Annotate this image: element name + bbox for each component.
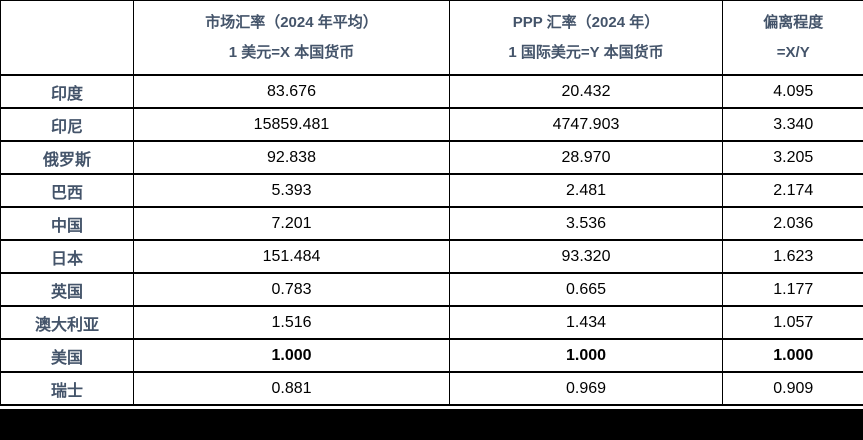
cell-deviation: 0.909 (722, 372, 863, 406)
cell-country: 印度 (0, 75, 134, 109)
header-deviation-line2: =X/Y (776, 43, 810, 61)
header-ppp-rate-line1: PPP 汇率（2024 年） (512, 13, 660, 31)
cell-country: 日本 (0, 240, 134, 274)
header-market-rate-line1: 市场汇率（2024 年平均） (205, 13, 378, 31)
table-row: 印尼 15859.481 4747.903 3.340 (0, 108, 863, 142)
cell-ppp-rate: 0.665 (449, 273, 723, 307)
cell-deviation: 3.340 (722, 108, 863, 142)
cell-market-rate: 15859.481 (133, 108, 450, 142)
table-row: 澳大利亚 1.516 1.434 1.057 (0, 306, 863, 340)
exchange-rate-table: 市场汇率（2024 年平均） 1 美元=X 本国货币 PPP 汇率（2024 年… (0, 0, 863, 406)
cell-deviation: 3.205 (722, 141, 863, 175)
header-ppp-rate: PPP 汇率（2024 年） 1 国际美元=Y 本国货币 (449, 0, 723, 76)
header-deviation: 偏离程度 =X/Y (722, 0, 863, 76)
cell-ppp-rate: 3.536 (449, 207, 723, 241)
cell-market-rate: 0.783 (133, 273, 450, 307)
table-body: 印度 83.676 20.432 4.095 印尼 15859.481 4747.903 3.… (0, 75, 863, 406)
table-header: 市场汇率（2024 年平均） 1 美元=X 本国货币 PPP 汇率（2024 年… (0, 0, 863, 76)
cell-ppp-rate: 28.970 (449, 141, 723, 175)
cell-ppp-rate: 0.969 (449, 372, 723, 406)
header-ppp-rate-line2: 1 国际美元=Y 本国货币 (508, 43, 664, 61)
table-row: 美国 1.000 1.000 1.000 (0, 339, 863, 373)
table-row: 巴西 5.393 2.481 2.174 (0, 174, 863, 208)
cell-ppp-rate: 93.320 (449, 240, 723, 274)
header-country (0, 0, 134, 76)
cell-market-rate: 83.676 (133, 75, 450, 109)
table-row: 英国 0.783 0.665 1.177 (0, 273, 863, 307)
table-row: 中国 7.201 3.536 2.036 (0, 207, 863, 241)
header-row: 市场汇率（2024 年平均） 1 美元=X 本国货币 PPP 汇率（2024 年… (0, 0, 863, 76)
cell-country: 巴西 (0, 174, 134, 208)
cell-market-rate: 1.516 (133, 306, 450, 340)
cell-deviation: 1.000 (722, 339, 863, 373)
cell-ppp-rate: 4747.903 (449, 108, 723, 142)
cell-deviation: 1.057 (722, 306, 863, 340)
cell-ppp-rate: 1.000 (449, 339, 723, 373)
header-market-rate-line2: 1 美元=X 本国货币 (228, 43, 355, 61)
cell-country: 印尼 (0, 108, 134, 142)
cell-country: 瑞士 (0, 372, 134, 406)
table-row: 瑞士 0.881 0.969 0.909 (0, 372, 863, 406)
cell-market-rate: 7.201 (133, 207, 450, 241)
header-deviation-line1: 偏离程度 (763, 13, 824, 31)
cell-market-rate: 1.000 (133, 339, 450, 373)
cell-deviation: 4.095 (722, 75, 863, 109)
cell-market-rate: 5.393 (133, 174, 450, 208)
cell-market-rate: 0.881 (133, 372, 450, 406)
cell-country: 美国 (0, 339, 134, 373)
cell-deviation: 1.623 (722, 240, 863, 274)
cell-deviation: 2.036 (722, 207, 863, 241)
cell-country: 中国 (0, 207, 134, 241)
cell-country: 英国 (0, 273, 134, 307)
cell-market-rate: 92.838 (133, 141, 450, 175)
cell-ppp-rate: 20.432 (449, 75, 723, 109)
cell-market-rate: 151.484 (133, 240, 450, 274)
cell-deviation: 1.177 (722, 273, 863, 307)
header-market-rate: 市场汇率（2024 年平均） 1 美元=X 本国货币 (133, 0, 450, 76)
cell-ppp-rate: 1.434 (449, 306, 723, 340)
cell-country: 俄罗斯 (0, 141, 134, 175)
table-row: 俄罗斯 92.838 28.970 3.205 (0, 141, 863, 175)
cell-ppp-rate: 2.481 (449, 174, 723, 208)
table-row: 印度 83.676 20.432 4.095 (0, 75, 863, 109)
cell-country: 澳大利亚 (0, 306, 134, 340)
table-row: 日本 151.484 93.320 1.623 (0, 240, 863, 274)
bottom-black-bar (0, 409, 863, 440)
cell-deviation: 2.174 (722, 174, 863, 208)
